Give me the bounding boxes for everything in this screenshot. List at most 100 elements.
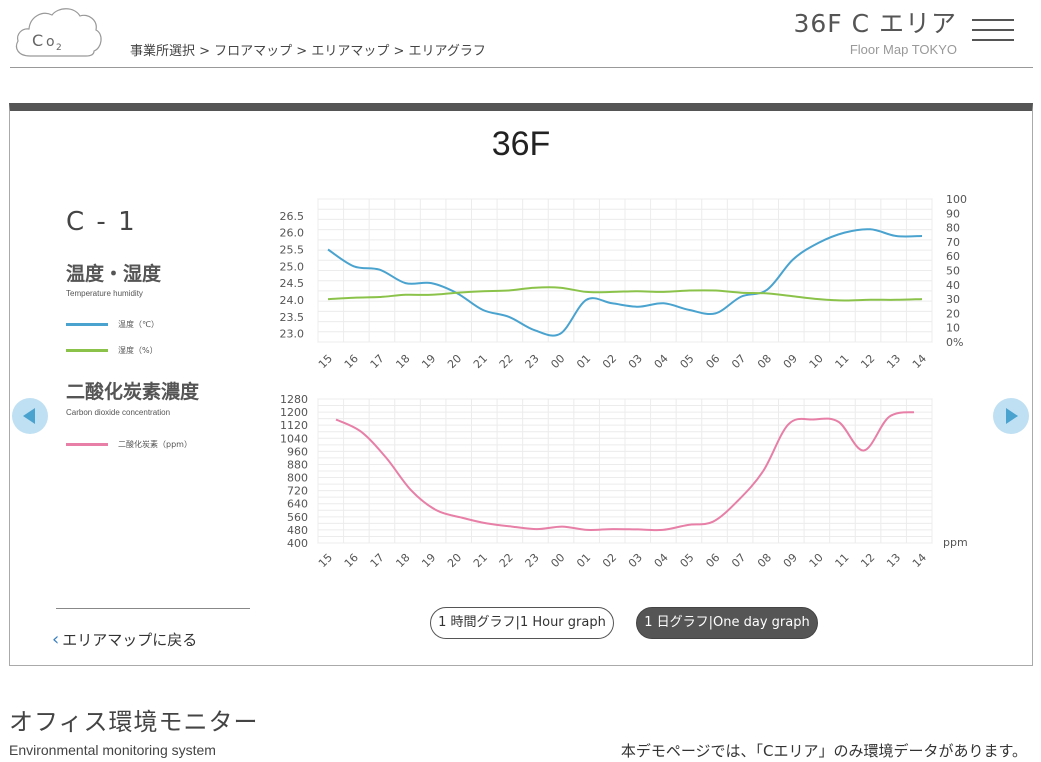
humidity-series-line xyxy=(327,286,923,302)
one-hour-graph-button[interactable]: 1 時間グラフ|1 Hour graph xyxy=(430,607,614,639)
chart1-x-tick-label: 03 xyxy=(626,352,645,371)
prev-arrow-icon[interactable] xyxy=(12,398,48,434)
chart1-x-tick-label: 12 xyxy=(858,352,877,371)
chart2-x-tick-label: 03 xyxy=(626,551,645,570)
chart2-x-tick-label: 08 xyxy=(755,551,774,570)
header-divider xyxy=(10,67,1033,68)
back-link-label: エリアマップに戻る xyxy=(62,631,198,649)
chart1-x-tick-label: 18 xyxy=(393,352,412,371)
temperature-series-line xyxy=(327,228,923,337)
chart1-x-tick-label: 21 xyxy=(471,352,490,371)
chart2-y-tick-label: 560 xyxy=(287,511,308,524)
next-arrow-icon[interactable] xyxy=(993,398,1029,434)
legend-humidity-swatch xyxy=(66,349,108,352)
chart1-x-tick-label: 06 xyxy=(703,352,722,371)
chart1-y-right-tick-label: 40 xyxy=(946,279,960,292)
chart2-y-tick-label: 1120 xyxy=(280,419,308,432)
chart1-y-right-tick-label: 100 xyxy=(946,193,967,206)
area-title: 36F C エリア xyxy=(793,9,957,38)
legend-temperature-swatch xyxy=(66,323,108,326)
chart1-y-right-tick-label: 20 xyxy=(946,307,960,320)
chart2-y-tick-label: 800 xyxy=(287,472,308,485)
header: C o 2 事業所選択 > フロアマップ > エリアマップ > エリアグラフ 3… xyxy=(0,0,1041,70)
chart2-y-tick-label: 1200 xyxy=(280,406,308,419)
legend-temperature-label: 温度（℃） xyxy=(118,320,159,329)
chart1-x-tick-label: 08 xyxy=(755,352,774,371)
legend-co2-label: 二酸化炭素（ppm） xyxy=(118,440,192,449)
chart1-y-right-tick-label: 10 xyxy=(946,322,960,335)
chart1-y-left-tick-label: 24.0 xyxy=(280,294,305,307)
chart2-y-tick-label: 640 xyxy=(287,498,308,511)
co2-cloud-logo-icon: C o 2 xyxy=(15,8,102,57)
chart1-y-right-tick-label: 30 xyxy=(946,293,960,306)
svg-text:o: o xyxy=(46,34,55,50)
chart2-x-tick-label: 13 xyxy=(884,551,903,570)
chart2-y-tick-label: 880 xyxy=(287,458,308,471)
co2-title: 二酸化炭素濃度 xyxy=(66,381,200,403)
chart2-x-tick-label: 17 xyxy=(368,551,387,570)
chart1-y-right-tick-label: 70 xyxy=(946,236,960,249)
chart1-x-tick-label: 02 xyxy=(600,352,619,371)
breadcrumb[interactable]: 事業所選択 > フロアマップ > エリアマップ > エリアグラフ xyxy=(130,44,486,59)
footer-title: オフィス環境モニター xyxy=(9,708,259,736)
chart2-x-tick-label: 20 xyxy=(445,551,464,570)
chart2-x-tick-label: 05 xyxy=(678,551,697,570)
chart1-x-tick-label: 17 xyxy=(368,352,387,371)
chart2-y-tick-label: 400 xyxy=(287,537,308,550)
chart1-x-tick-label: 15 xyxy=(316,352,335,371)
chart2-unit-label: ppm xyxy=(943,536,968,549)
temp-humidity-title: 温度・湿度 xyxy=(66,263,162,285)
area-subtitle: Floor Map TOKYO xyxy=(849,42,957,57)
chart2-y-tick-label: 1040 xyxy=(280,432,308,445)
legend-humidity-label: 湿度（%） xyxy=(118,346,158,355)
chart1-y-left-tick-label: 26.0 xyxy=(280,227,305,240)
chart2-x-tick-label: 10 xyxy=(807,551,826,570)
chart2-x-tick-label: 00 xyxy=(548,551,567,570)
chart2-x-tick-label: 06 xyxy=(703,551,722,570)
chart1-y-left-tick-label: 26.5 xyxy=(280,210,305,223)
chart2-y-tick-label: 480 xyxy=(287,524,308,537)
chart1-y-right-tick-label: 50 xyxy=(946,265,960,278)
chart1-x-tick-label: 22 xyxy=(497,352,516,371)
floor-title: 36F xyxy=(491,125,551,163)
back-to-area-map-link[interactable]: ‹ エリアマップに戻る xyxy=(52,629,197,650)
chart1-x-tick-label: 05 xyxy=(678,352,697,371)
chart1-y-left-tick-label: 25.5 xyxy=(280,243,305,256)
chart2-x-tick-label: 23 xyxy=(523,551,542,570)
svg-text:2: 2 xyxy=(56,43,62,53)
chart1-x-tick-label: 11 xyxy=(833,352,852,371)
chart2-x-tick-label: 01 xyxy=(574,551,593,570)
chart1-x-tick-label: 23 xyxy=(523,352,542,371)
co2-series-line xyxy=(335,411,915,532)
chart1-x-tick-label: 13 xyxy=(884,352,903,371)
chart1-x-tick-label: 04 xyxy=(652,352,671,371)
chart2-x-tick-label: 19 xyxy=(419,551,438,570)
chart1-y-right-tick-label: 0% xyxy=(946,336,963,349)
chart1-x-tick-label: 00 xyxy=(548,352,567,371)
chart1-x-tick-label: 20 xyxy=(445,352,464,371)
chart1-y-right-tick-label: 60 xyxy=(946,250,960,263)
chart2-x-tick-label: 22 xyxy=(497,551,516,570)
legend-co2-swatch xyxy=(66,443,108,446)
chart1-x-tick-label: 14 xyxy=(910,352,929,371)
temperature-humidity-chart: 23.023.524.024.525.025.526.026.50%102030… xyxy=(280,193,968,371)
hamburger-icon[interactable] xyxy=(972,16,1014,44)
chart1-y-right-tick-label: 90 xyxy=(946,207,960,220)
co2-chart: 4004805606407208008809601040112012001280… xyxy=(280,393,968,570)
sensor-name: C - 1 xyxy=(66,207,137,237)
one-day-graph-button[interactable]: 1 日グラフ|One day graph xyxy=(636,607,818,639)
temp-humidity-subtitle: Temperature humidity xyxy=(66,289,143,298)
chart1-x-tick-label: 19 xyxy=(419,352,438,371)
chart1-y-left-tick-label: 24.5 xyxy=(280,277,305,290)
chart2-y-tick-label: 1280 xyxy=(280,393,308,406)
chart2-x-tick-label: 16 xyxy=(342,551,361,570)
chart1-x-tick-label: 01 xyxy=(574,352,593,371)
chart2-x-tick-label: 15 xyxy=(316,551,335,570)
chart1-y-left-tick-label: 23.5 xyxy=(280,311,305,324)
chart2-x-tick-label: 02 xyxy=(600,551,619,570)
footer-subtitle: Environmental monitoring system xyxy=(9,742,216,758)
chart2-x-tick-label: 09 xyxy=(781,551,800,570)
chart1-x-tick-label: 07 xyxy=(729,352,748,371)
chart2-x-tick-label: 11 xyxy=(833,551,852,570)
